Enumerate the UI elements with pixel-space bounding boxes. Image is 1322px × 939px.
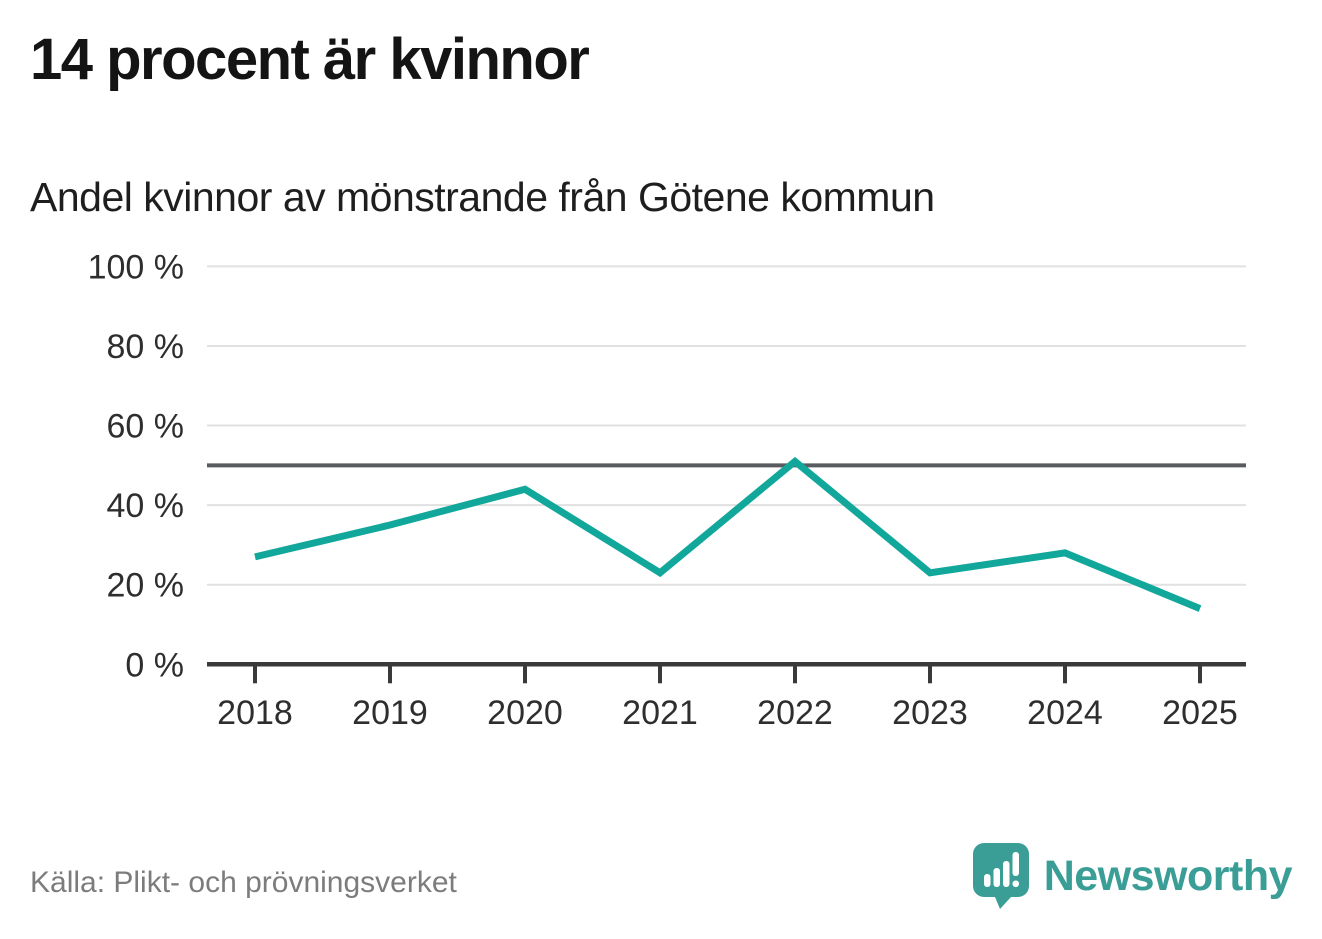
- x-tick-label-2018: 2018: [217, 694, 293, 732]
- newsworthy-logo: Newsworthy: [972, 842, 1293, 910]
- x-tick-label-2020: 2020: [487, 694, 563, 732]
- y-tick-label-40: 40 %: [107, 487, 185, 525]
- logo-bar-2: [993, 868, 1000, 887]
- x-tick-label-2024: 2024: [1027, 694, 1103, 732]
- x-tick-label-2025: 2025: [1162, 694, 1238, 732]
- x-tick-label-2023: 2023: [892, 694, 968, 732]
- chart-title: 14 procent är kvinnor: [30, 27, 590, 92]
- logo-exclamation-bar: [1012, 852, 1019, 876]
- source-text: Källa: Plikt- och prövningsverket: [30, 866, 457, 899]
- data-line-andel-kvinnor-av-m-nstrande: [254, 456, 1202, 612]
- y-tick-label-80: 80 %: [107, 328, 185, 366]
- logo-bar-1: [983, 874, 991, 887]
- newsworthy-logo-icon: [972, 843, 1029, 909]
- x-tick-label-2019: 2019: [352, 694, 428, 732]
- chart-subtitle: Andel kvinnor av mönstrande från Götene …: [30, 174, 935, 220]
- brand-name: Newsworthy: [1043, 851, 1293, 900]
- logo-bar-3: [1002, 861, 1010, 887]
- logo-exclamation-dot: [1012, 880, 1019, 887]
- y-tick-label-0: 0 %: [125, 646, 184, 684]
- x-tick-label-2021: 2021: [622, 694, 698, 732]
- y-tick-label-20: 20 %: [107, 567, 185, 605]
- y-tick-label-100: 100 %: [88, 248, 184, 286]
- y-tick-label-60: 60 %: [107, 408, 185, 446]
- x-tick-label-2022: 2022: [757, 694, 833, 732]
